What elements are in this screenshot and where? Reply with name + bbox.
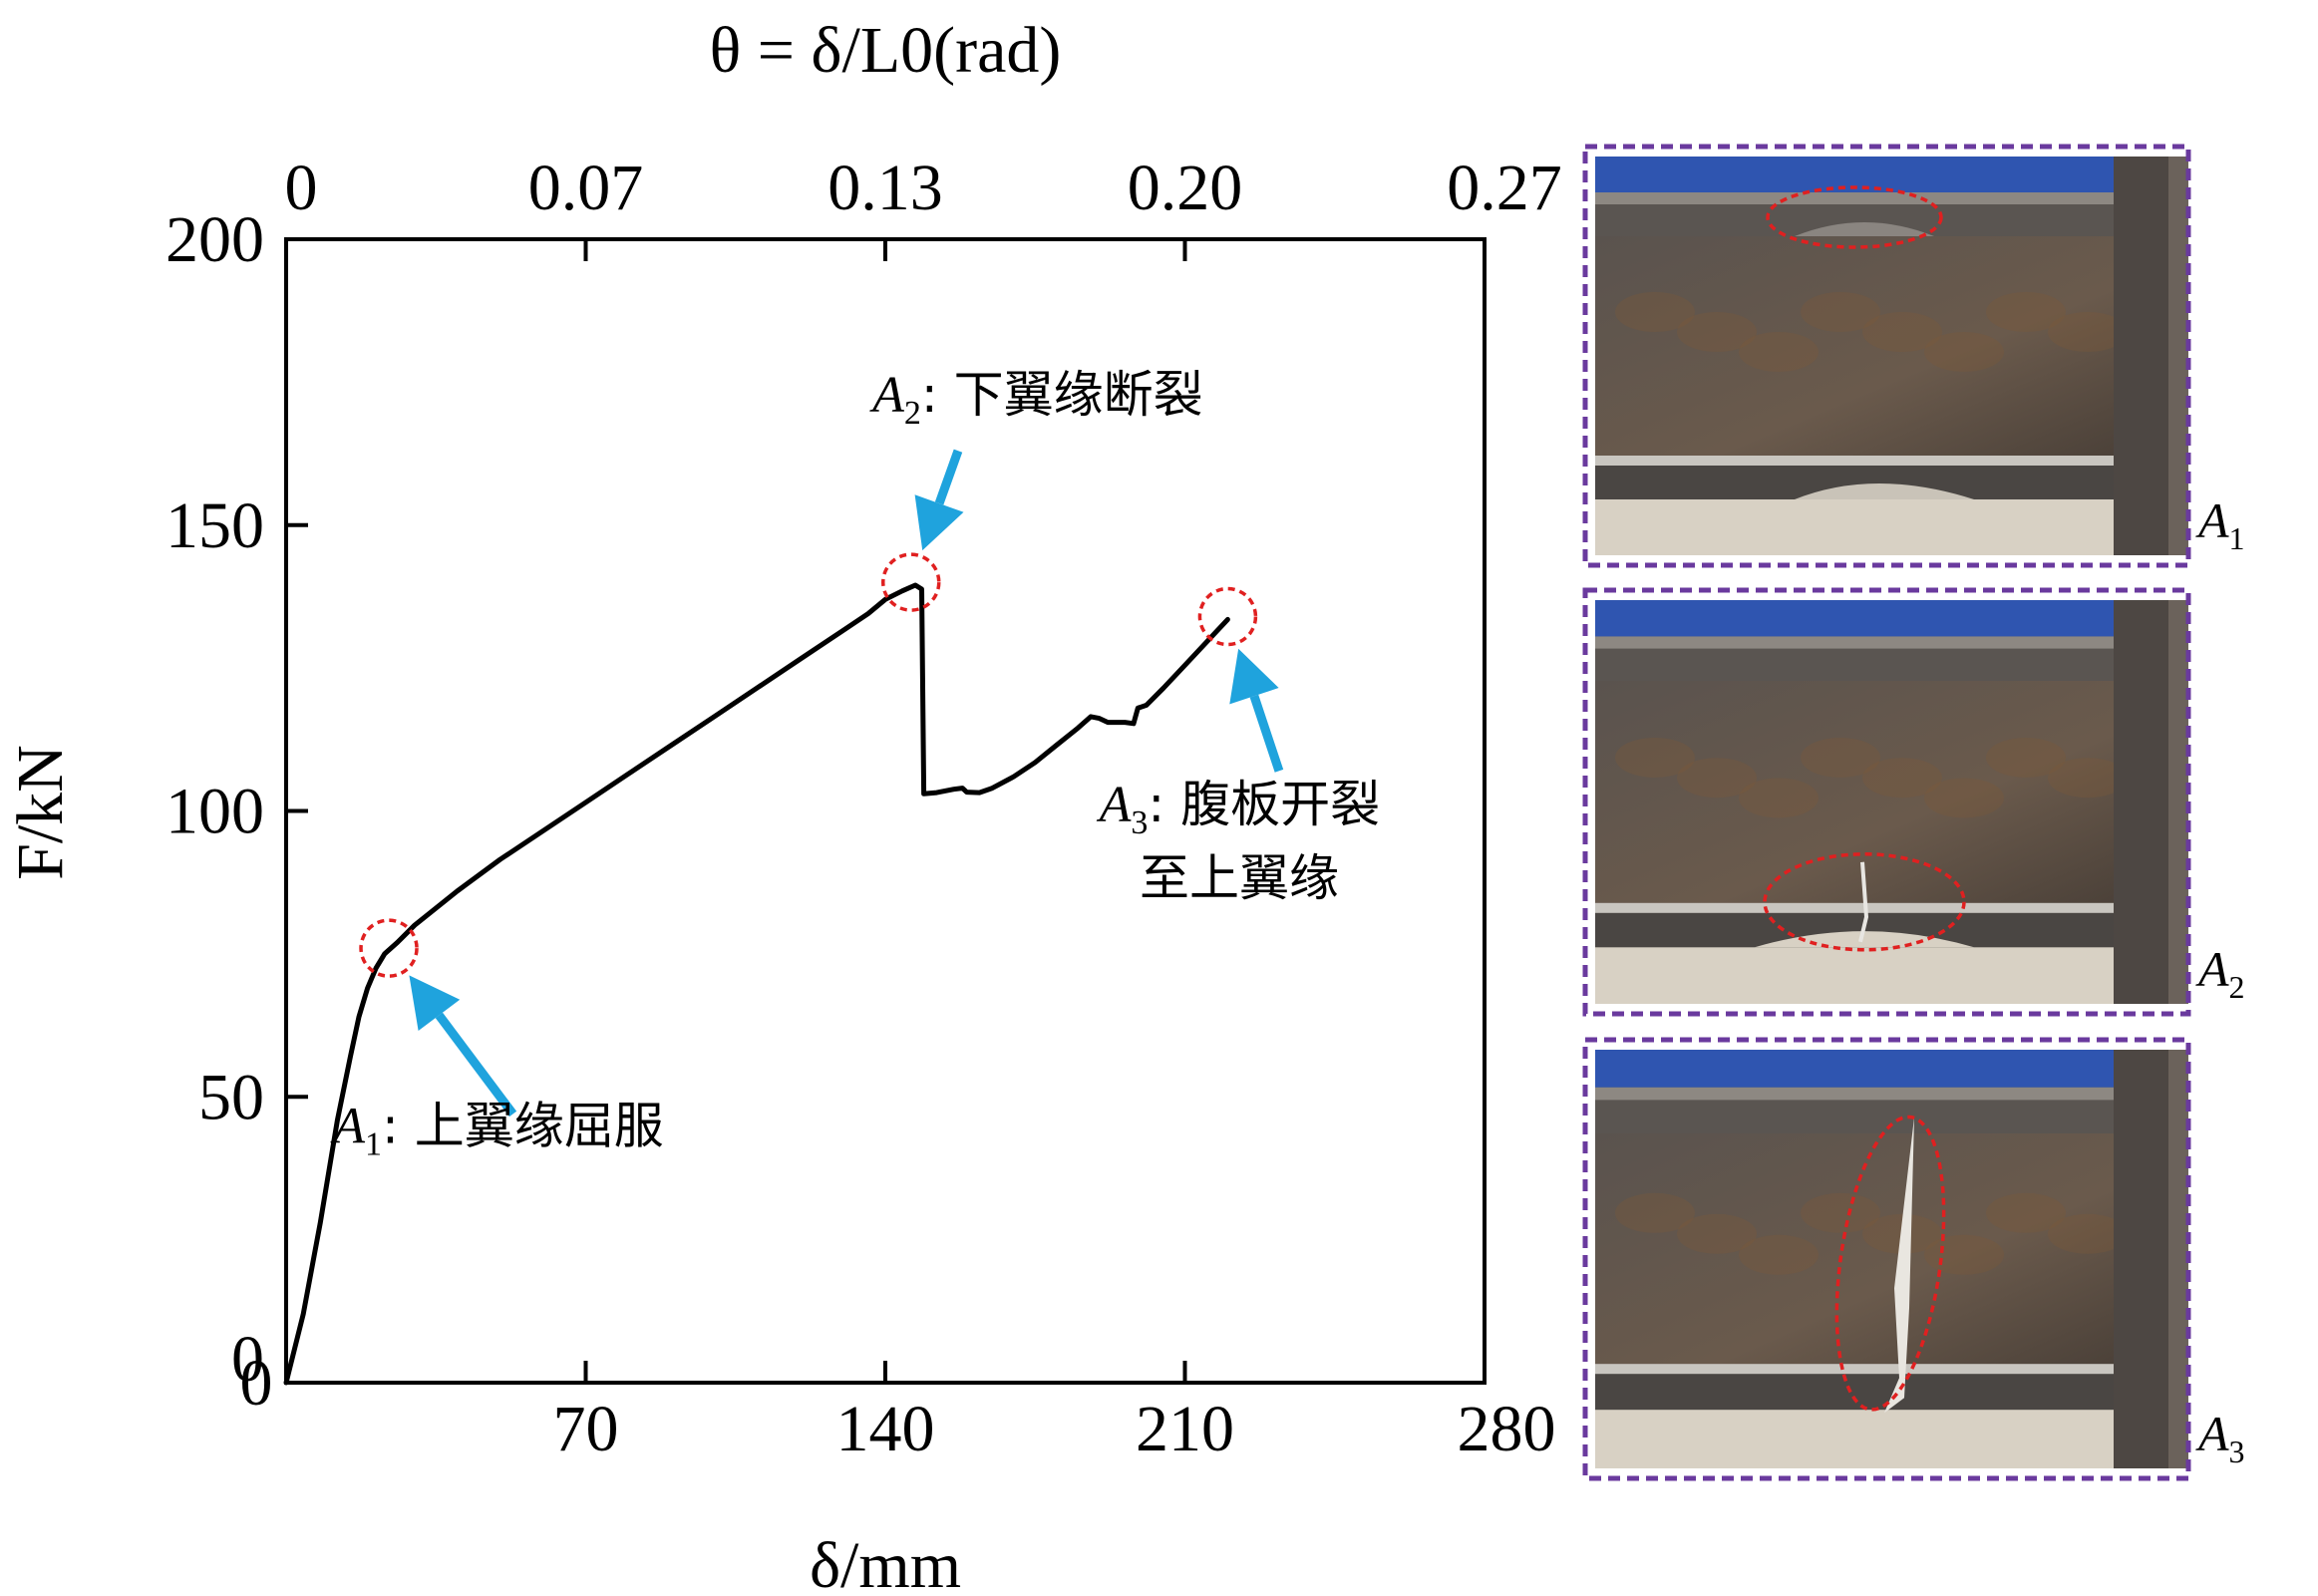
annotation-label-A1: A1: 上翼缘屈服 — [330, 1097, 664, 1162]
top-tick-label: 0.20 — [1128, 152, 1243, 224]
x-tick-label: 210 — [1136, 1393, 1234, 1465]
highlight-circle — [881, 552, 941, 612]
y-tick-label: 100 — [166, 776, 264, 848]
photo-frame — [1582, 1037, 2191, 1481]
top-tick-label: 0.13 — [828, 152, 943, 224]
series-line — [283, 582, 1230, 1386]
highlight-circle — [1197, 586, 1258, 647]
photo-frame — [1582, 587, 2191, 1017]
y-axis-ticks: 0 50 100 150 200 — [166, 203, 308, 1396]
chart: 0 70 140 210 280 0 0.07 0.13 0.20 0.27 0 50 100 150… — [4, 14, 1562, 1596]
x-axis-title: δ/mm — [810, 1529, 961, 1596]
top-axis-ticks: 0 0.07 0.13 0.20 0.27 — [285, 152, 1562, 261]
annotation-arrow — [409, 975, 517, 1117]
photo-label-3: A3 — [2195, 1406, 2245, 1469]
annotation-arrow — [914, 449, 964, 551]
annotation-label-A3-line2: 至上翼缘 — [1140, 849, 1339, 907]
y-axis-title: F/kN — [4, 745, 77, 880]
top-tick-label: 0.27 — [1447, 152, 1562, 224]
photo-panel-3: A3 — [1582, 1037, 2245, 1481]
photo-label-1: A1 — [2195, 492, 2245, 556]
y-tick-label: 150 — [166, 489, 264, 562]
photo-panel-1: A1 — [1582, 144, 2245, 568]
photo-label-2: A2 — [2195, 941, 2245, 1005]
photo-panel-2: A2 — [1582, 587, 2245, 1017]
x-tick-label: 140 — [836, 1393, 935, 1465]
highlight-circle — [359, 918, 419, 978]
x-axis-ticks: 0 70 140 210 280 — [240, 1347, 1556, 1465]
x-tick-label: 280 — [1458, 1393, 1556, 1465]
annotation-arrow — [1229, 648, 1284, 773]
y-tick-label: 200 — [166, 203, 264, 276]
top-tick-label: 0 — [285, 152, 318, 224]
top-axis-title: θ = δ/L0(rad) — [710, 14, 1062, 87]
y-tick-label: 0 — [231, 1323, 264, 1396]
annotation-label-A2: A2: 下翼缘断裂 — [869, 366, 1203, 432]
photo-panels: A1 A2 A3 — [1582, 144, 2245, 1481]
y-tick-label: 50 — [198, 1061, 264, 1133]
x-tick-label: 70 — [553, 1393, 619, 1465]
x-tick-label: 0 — [240, 1347, 273, 1420]
annotation-label-A3: A3: 腹板开裂 — [1097, 776, 1381, 841]
top-tick-label: 0.07 — [528, 152, 644, 224]
